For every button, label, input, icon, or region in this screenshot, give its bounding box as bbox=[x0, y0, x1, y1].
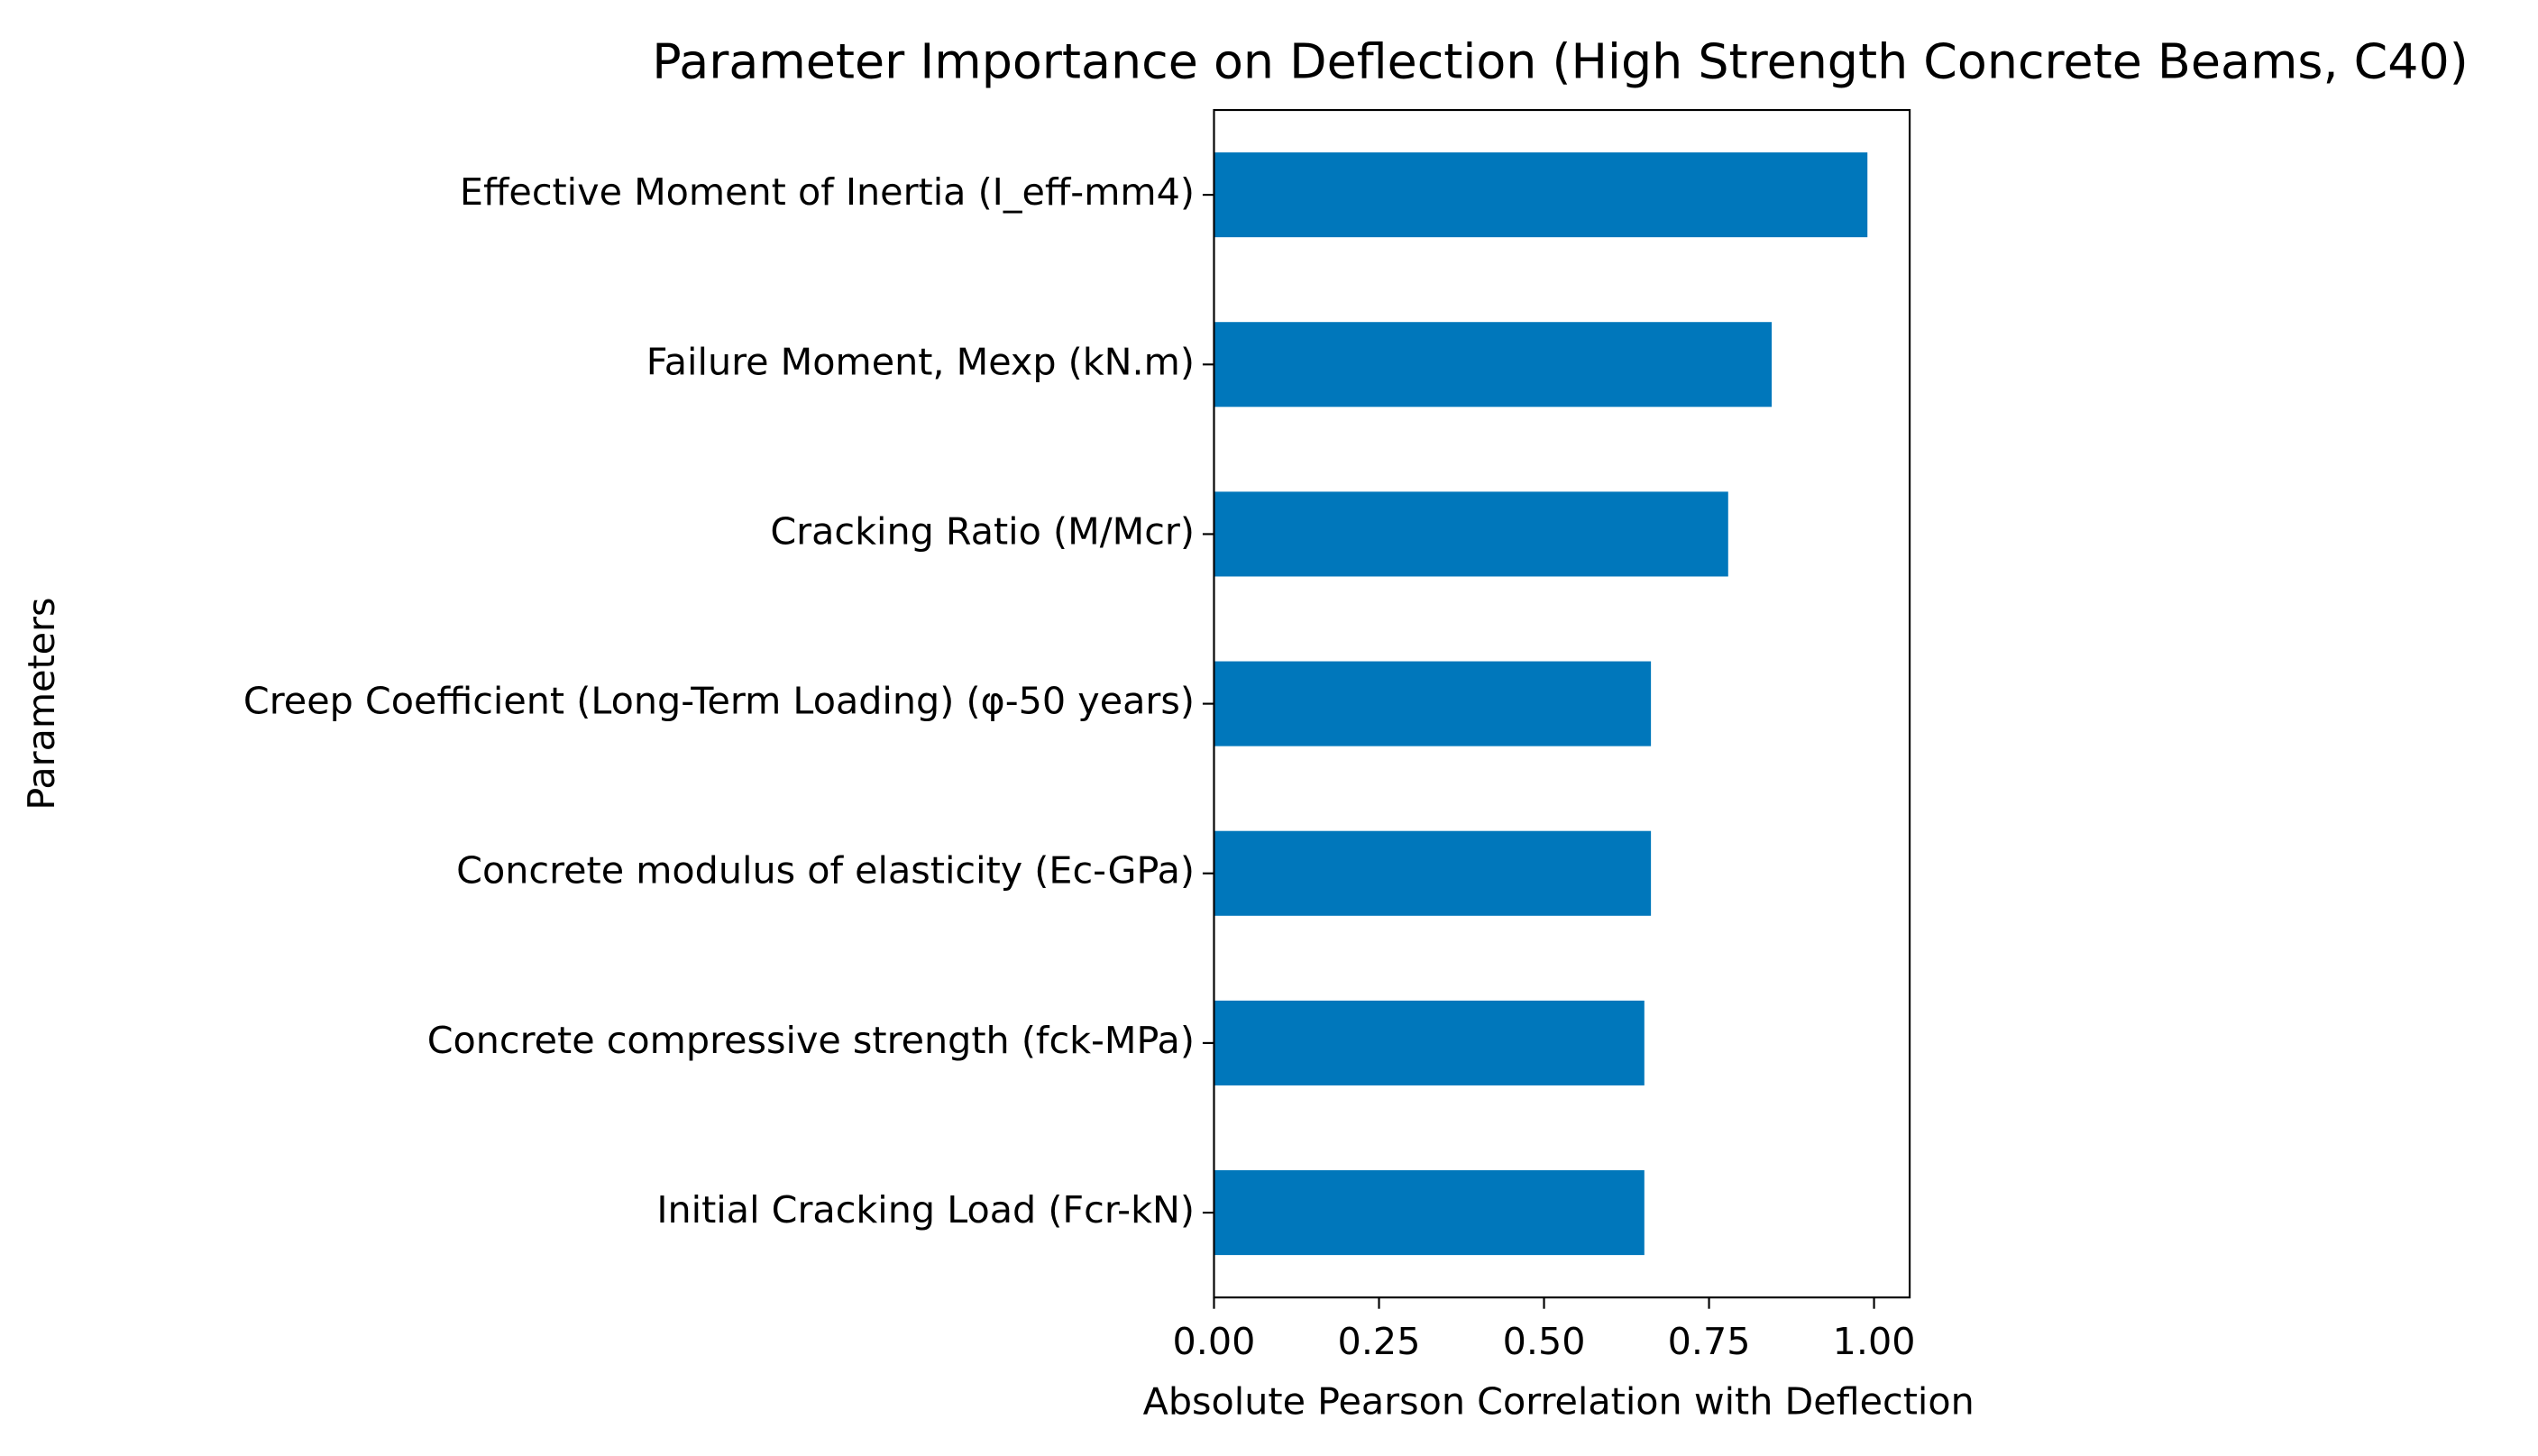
bar bbox=[1214, 491, 1728, 577]
bar bbox=[1214, 1000, 1645, 1085]
y-axis-label: Parameters bbox=[20, 597, 63, 810]
x-tick-label: 0.75 bbox=[1668, 1320, 1751, 1363]
y-tick-label: Cracking Ratio (M/Mcr) bbox=[770, 509, 1195, 553]
x-tick-label: 0.50 bbox=[1503, 1320, 1586, 1363]
bar bbox=[1214, 830, 1652, 916]
x-axis-label: Absolute Pearson Correlation with Deflec… bbox=[1143, 1380, 1975, 1424]
bar bbox=[1214, 322, 1773, 407]
bar bbox=[1214, 152, 1868, 238]
bar bbox=[1214, 661, 1652, 746]
y-tick-label: Concrete compressive strength (fck-MPa) bbox=[427, 1019, 1195, 1062]
plot-frame bbox=[1213, 108, 1911, 1299]
y-tick-label: Effective Moment of Inertia (I_eff-mm4) bbox=[460, 170, 1195, 214]
x-tick-label: 0.00 bbox=[1173, 1320, 1256, 1363]
y-tick-label: Initial Cracking Load (Fcr-kN) bbox=[656, 1188, 1195, 1232]
y-tick-label: Concrete modulus of elasticity (Ec-GPa) bbox=[456, 849, 1195, 893]
x-tick-label: 1.00 bbox=[1833, 1320, 1916, 1363]
bar bbox=[1214, 1170, 1645, 1256]
chart-title: Parameter Importance on Deflection (High… bbox=[652, 32, 2469, 89]
y-tick-label: Creep Coefficient (Long-Term Loading) (φ… bbox=[243, 680, 1195, 723]
x-tick-label: 0.25 bbox=[1338, 1320, 1421, 1363]
y-tick-label: Failure Moment, Mexp (kN.m) bbox=[646, 340, 1195, 383]
